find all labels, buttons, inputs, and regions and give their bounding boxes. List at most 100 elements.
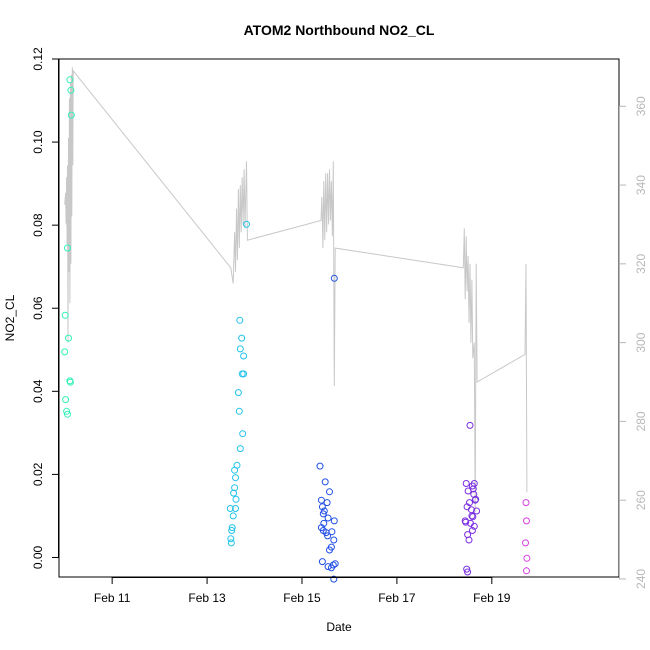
data-point bbox=[463, 565, 471, 573]
data-point bbox=[331, 560, 339, 568]
scatter-points bbox=[61, 76, 531, 583]
data-point bbox=[238, 334, 246, 342]
data-point bbox=[322, 529, 330, 537]
data-point bbox=[61, 311, 69, 319]
y-tick-label: 0.10 bbox=[31, 130, 45, 154]
data-point bbox=[327, 564, 335, 572]
data-point bbox=[464, 568, 472, 576]
data-point bbox=[523, 517, 530, 525]
x-tick-label: Feb 11 bbox=[94, 591, 131, 605]
series-line-path bbox=[64, 66, 528, 513]
data-point bbox=[232, 474, 239, 482]
data-point bbox=[64, 410, 71, 418]
data-point bbox=[235, 407, 243, 415]
data-point bbox=[232, 495, 240, 503]
data-point bbox=[240, 370, 248, 378]
data-point bbox=[522, 539, 529, 547]
data-point bbox=[230, 489, 238, 497]
data-point bbox=[324, 532, 332, 540]
data-point bbox=[63, 407, 71, 415]
data-point bbox=[468, 527, 476, 534]
data-point bbox=[321, 478, 329, 486]
data-point bbox=[318, 558, 326, 566]
data-point bbox=[61, 348, 69, 356]
x-axis: Feb 11 Feb 13 Feb 15 Feb 17 Feb 19 bbox=[94, 577, 511, 605]
y-tick-label: 0.06 bbox=[31, 296, 45, 320]
data-point bbox=[319, 510, 327, 518]
y-tick-label: 0.08 bbox=[31, 213, 45, 237]
data-point bbox=[227, 535, 235, 543]
y-tick-label: 0.00 bbox=[31, 545, 45, 569]
data-point bbox=[243, 220, 250, 228]
data-point bbox=[236, 316, 244, 324]
y2-tick-label: 260 bbox=[634, 490, 648, 510]
data-point bbox=[464, 487, 472, 495]
data-point bbox=[471, 496, 479, 504]
data-point bbox=[65, 334, 72, 342]
data-point bbox=[523, 567, 530, 575]
data-point bbox=[330, 575, 338, 583]
y2-tick-label: 360 bbox=[634, 96, 648, 116]
data-point bbox=[64, 244, 71, 252]
x-tick-label: Feb 13 bbox=[188, 591, 226, 605]
data-point bbox=[67, 86, 75, 94]
data-point bbox=[317, 496, 325, 504]
data-point bbox=[326, 488, 333, 496]
data-point bbox=[228, 527, 236, 534]
series-line bbox=[64, 66, 528, 513]
data-point bbox=[330, 536, 338, 544]
y-axis-left: 0.00 0.02 0.04 0.06 0.08 0.10 0.12 bbox=[31, 47, 59, 569]
data-point bbox=[462, 518, 470, 526]
data-point bbox=[462, 480, 470, 487]
data-point bbox=[330, 274, 338, 282]
y-tick-label: 0.02 bbox=[31, 462, 45, 486]
data-point bbox=[330, 517, 338, 525]
data-point bbox=[240, 352, 248, 360]
data-point bbox=[229, 512, 237, 520]
y2-tick-label: 300 bbox=[634, 332, 648, 352]
data-point bbox=[239, 430, 247, 438]
y2-tick-label: 240 bbox=[634, 569, 648, 589]
data-point bbox=[66, 76, 74, 84]
x-tick-label: Feb 19 bbox=[473, 591, 511, 605]
data-point bbox=[523, 554, 531, 562]
data-point bbox=[67, 111, 75, 119]
y-axis-right: 240 260 280 300 320 340 360 bbox=[619, 96, 648, 589]
data-point bbox=[231, 466, 239, 474]
data-point bbox=[522, 499, 530, 507]
data-point bbox=[470, 522, 478, 530]
data-point bbox=[318, 503, 326, 511]
y-tick-label: 0.04 bbox=[31, 379, 45, 403]
data-point bbox=[326, 546, 333, 554]
data-point bbox=[316, 462, 324, 470]
plot-frame bbox=[58, 58, 620, 578]
data-point bbox=[228, 524, 236, 532]
y-tick-label: 0.12 bbox=[31, 47, 45, 71]
y2-tick-label: 280 bbox=[634, 411, 648, 431]
data-point bbox=[473, 507, 481, 515]
data-point bbox=[323, 499, 331, 507]
data-point bbox=[320, 507, 328, 515]
data-point bbox=[468, 482, 476, 490]
data-point bbox=[468, 512, 476, 520]
data-point bbox=[465, 536, 473, 544]
data-point bbox=[466, 421, 474, 429]
y2-tick-label: 320 bbox=[634, 254, 648, 274]
y2-tick-label: 340 bbox=[634, 175, 648, 195]
x-tick-label: Feb 17 bbox=[378, 591, 416, 605]
data-point bbox=[234, 389, 242, 397]
data-point bbox=[62, 396, 70, 404]
data-point bbox=[469, 513, 477, 521]
data-point bbox=[236, 345, 244, 353]
chart-title: ATOM2 Northbound NO2_CL bbox=[244, 22, 435, 38]
x-tick-label: Feb 15 bbox=[283, 591, 321, 605]
data-point bbox=[236, 445, 244, 453]
data-point bbox=[226, 505, 234, 512]
x-axis-label: Date bbox=[326, 620, 352, 634]
data-point bbox=[324, 514, 332, 522]
data-point bbox=[227, 539, 235, 547]
data-point bbox=[324, 563, 332, 571]
y-axis-label: NO2_CL bbox=[3, 294, 17, 341]
data-point bbox=[232, 505, 239, 512]
